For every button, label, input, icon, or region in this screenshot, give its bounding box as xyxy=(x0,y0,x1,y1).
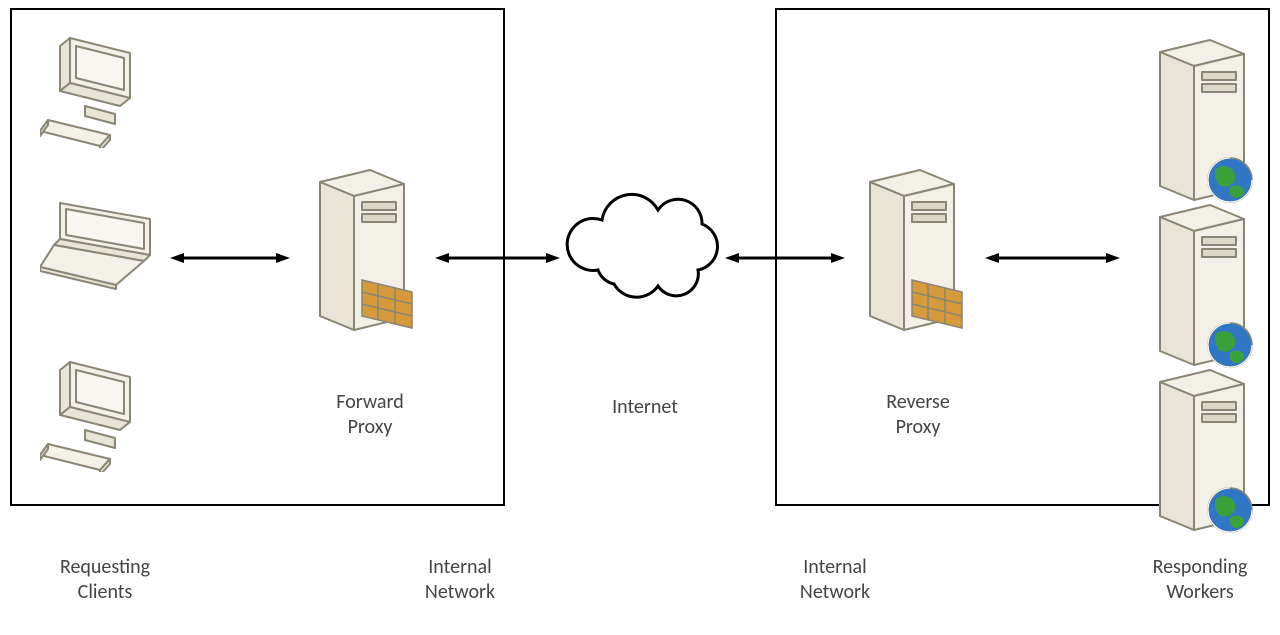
proxy-diagram: Forward Proxy Internet Reverse Proxy Req… xyxy=(0,0,1280,635)
forward-proxy-server-icon xyxy=(300,160,430,345)
reverse-proxy-label: Reverse Proxy xyxy=(858,390,978,440)
reverse-proxy-server-icon xyxy=(850,160,980,345)
responding-workers-label: Responding Workers xyxy=(1120,555,1280,605)
desktop-client-icon xyxy=(40,28,160,148)
requesting-clients-label: Requesting Clients xyxy=(30,555,180,605)
forward-proxy-label: Forward Proxy xyxy=(310,390,430,440)
web-server-icon xyxy=(1140,30,1270,215)
internet-label: Internet xyxy=(585,395,705,420)
web-server-icon xyxy=(1140,195,1270,380)
web-server-icon xyxy=(1140,360,1270,545)
internal-network-left-label: Internal Network xyxy=(400,555,520,605)
internet-cloud-icon xyxy=(558,170,733,320)
desktop-client-icon xyxy=(40,352,160,472)
laptop-client-icon xyxy=(40,195,170,290)
internal-network-right-label: Internal Network xyxy=(775,555,895,605)
